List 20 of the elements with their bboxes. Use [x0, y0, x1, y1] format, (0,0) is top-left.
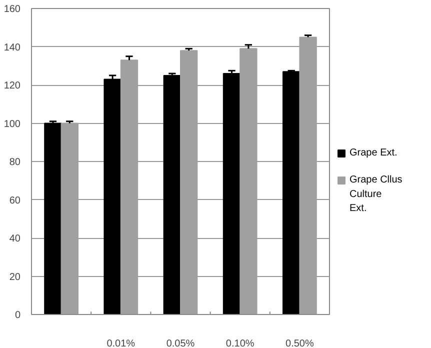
y-tick-label: 20: [9, 272, 21, 283]
x-tick-label: 0.05%: [166, 338, 195, 348]
bar: [282, 71, 300, 314]
bar: [222, 73, 241, 314]
y-tick-label: 80: [9, 157, 21, 168]
bar: [104, 78, 122, 314]
bar: [44, 122, 62, 314]
y-tick-label: 0: [14, 310, 21, 321]
legend-label: Grape Ext.: [350, 148, 398, 158]
x-tick-label: 0.01%: [106, 338, 136, 348]
y-tick-label: 140: [4, 42, 21, 54]
legend-label: Grape Cllus Culture Ext.: [350, 174, 402, 214]
y-tick-label: 60: [9, 195, 21, 206]
y-tick-label: 40: [9, 234, 21, 244]
y-tick-label: 120: [4, 80, 21, 92]
x-tick-label: 0.10%: [226, 338, 254, 348]
bar: [163, 74, 181, 314]
x-tick-label: 0.50%: [286, 338, 314, 348]
y-tick-label: 160: [4, 4, 21, 15]
y-tick-label: 100: [4, 118, 21, 130]
